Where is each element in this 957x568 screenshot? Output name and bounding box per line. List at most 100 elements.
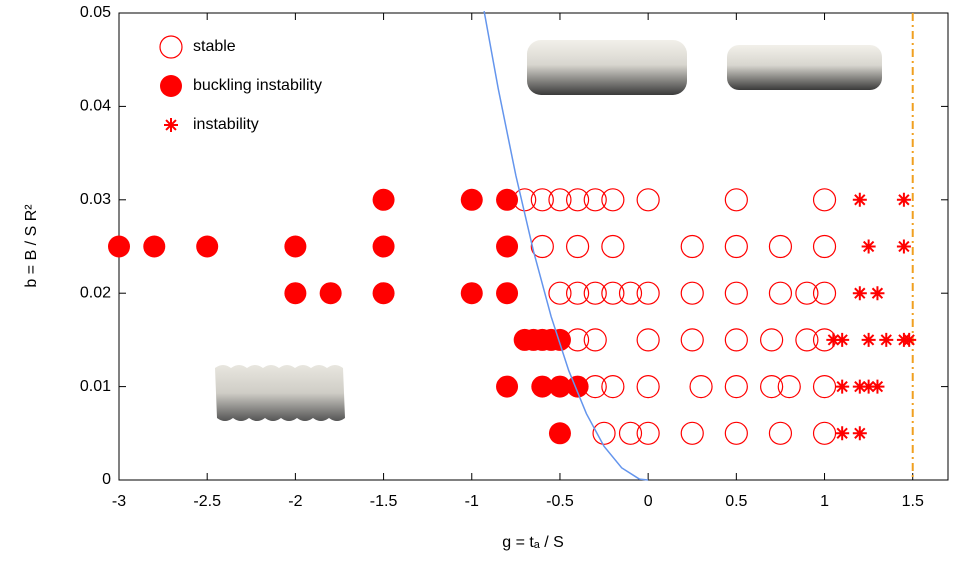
stable-point [618,281,643,305]
stable-point [548,281,572,305]
stable-point [565,188,590,212]
stable-point [618,421,643,445]
x-tick-label: 1.5 [902,493,924,510]
buckling-point [284,235,307,258]
instability-point [896,239,911,254]
stable-point [680,234,704,259]
buckling-point [496,282,519,305]
stable-point [583,328,607,352]
buckling-point [548,422,571,445]
buckling-point [548,375,571,398]
y-tick-label: 0.04 [80,98,111,115]
stable-point [680,281,704,305]
legend: stable buckling instability instability [159,35,322,133]
buckling-point [531,375,554,398]
stable-point [159,35,183,59]
stable-point [768,421,793,445]
instability-point [852,426,867,441]
x-tick-label: -1.5 [370,493,398,510]
y-axis-label: b = B / S R² [23,204,40,288]
stable-point [583,281,607,305]
stable-point [530,234,554,259]
buckling-point [160,75,182,97]
curve [483,10,649,481]
instability-point [870,379,885,394]
x-tick-label: -3 [112,493,126,510]
stable-point [768,281,793,305]
stable-point [760,328,784,352]
stable-point [548,188,572,212]
stable-point [601,281,625,305]
y-tick-label: 0.03 [80,191,111,208]
straight-cylinder [527,40,687,95]
stable-point [592,421,616,445]
stable-point [724,234,748,259]
x-tick-label: -0.5 [546,493,574,510]
stable-point [724,421,748,445]
stable-point [812,421,837,445]
x-tick-label: 0.5 [725,493,747,510]
stable-point [760,375,784,399]
stable-point [812,234,837,259]
stable-point [812,375,837,399]
instability-point [852,286,867,301]
y-tick-label: 0.02 [80,284,111,301]
buckling-point [284,282,307,305]
stable-point [795,281,819,305]
instability-point [164,118,178,132]
cylinder-images [215,40,882,421]
buckling-point [496,235,519,258]
stable-point [601,188,625,212]
buckling-point [108,235,130,258]
stable-point [565,281,590,305]
x-tick-label: -2 [288,493,302,510]
stable-point [680,328,704,352]
buckling-point [196,235,219,258]
instability-point [879,332,894,347]
stable-point [777,375,801,399]
stable-point [812,281,837,305]
x-tick-label: -2.5 [193,493,221,510]
buckling-point [460,282,483,305]
buckling-point [460,188,483,211]
straight-cylinder [727,45,882,90]
x-tick-label: 0 [644,493,653,510]
buckling-point [143,235,166,258]
instability-point [861,332,876,347]
instability-point [861,239,876,254]
stable-point [530,188,554,212]
stable-point [583,188,607,212]
y-tick-label: 0.01 [80,378,111,395]
legend-label: buckling instability [193,77,322,94]
instability-point [852,379,867,394]
buckled-cylinder [215,365,345,421]
stable-point [768,234,793,259]
instability-point [835,332,850,347]
buckling-point [372,282,395,305]
buckling-point [566,375,589,398]
buckling-point [496,375,519,398]
y-tick-label: 0.05 [80,4,111,21]
buckling-point [496,188,519,211]
instability-point [826,332,841,347]
instability-point [852,192,867,207]
x-axis-label: g = tₐ / S [502,534,564,551]
stable-point [636,421,660,445]
y-tick-label: 0 [102,471,111,488]
stable-point [724,281,748,305]
instability-point [870,286,885,301]
instability-point [902,332,917,347]
instability-point [835,379,850,394]
stable-point [636,375,660,399]
x-tick-label: 1 [820,493,829,510]
stable-point [680,421,704,445]
instability-point [861,379,876,394]
buckling-point [372,188,395,211]
stable-point [689,375,713,399]
stable-point [724,328,748,352]
x-tick-label: -1 [465,493,479,510]
stable-point [724,375,748,399]
stable-point [636,328,660,352]
legend-label: instability [193,116,259,133]
